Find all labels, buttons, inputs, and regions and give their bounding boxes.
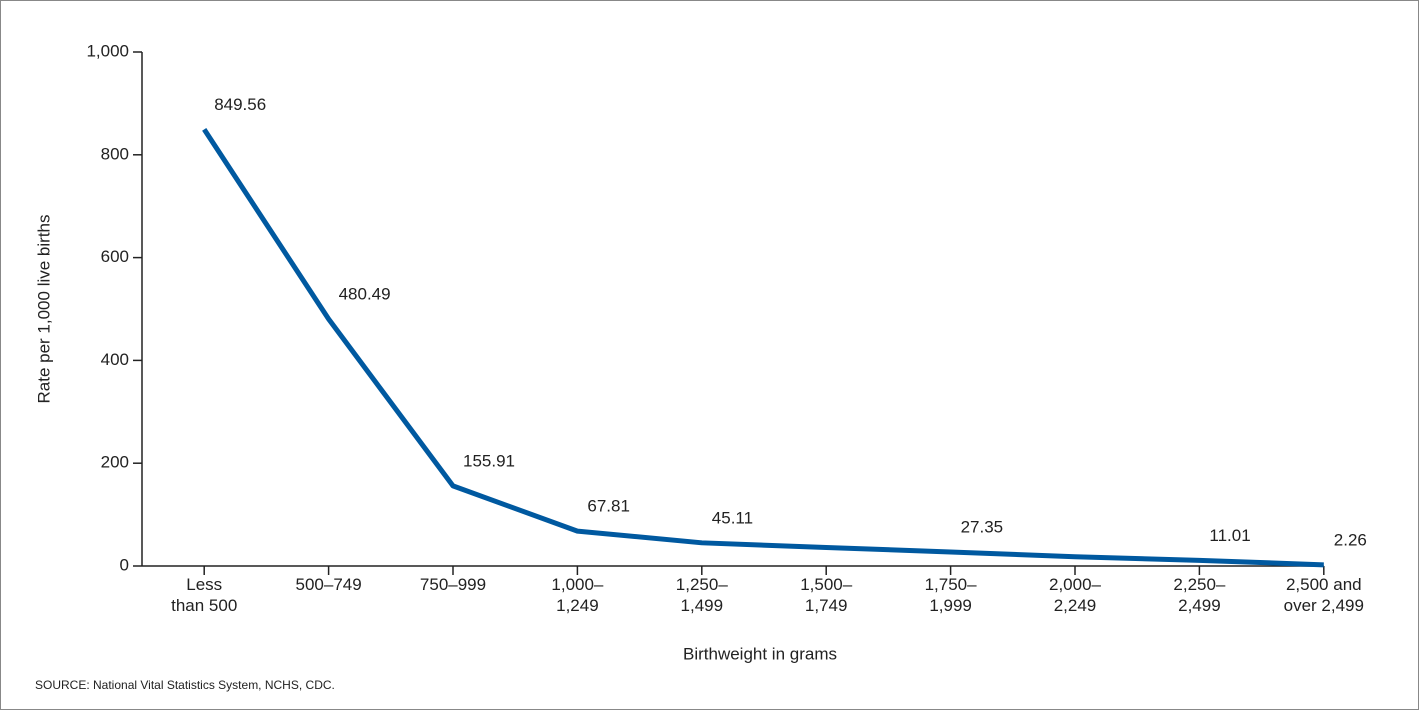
source-note: SOURCE: National Vital Statistics System… [35,678,335,692]
y-tick-label: 1,000 [86,41,129,60]
data-label: 155.91 [463,451,515,470]
data-label: 45.11 [712,508,753,527]
x-axis-label: Birthweight in grams [683,644,837,663]
x-tick-label: 1,500– 1,749 [800,575,853,615]
y-tick-label: 600 [101,247,129,266]
x-tick-label: 1,250– 1,499 [676,575,729,615]
x-tick-label: 750–999 [420,575,486,594]
y-tick-label: 200 [101,453,129,472]
data-line [202,127,1324,568]
y-tick-label: 0 [120,555,129,574]
x-tick-label: 1,000– 1,249 [551,575,604,615]
y-axis-label: Rate per 1,000 live births [34,215,53,404]
data-label: 849.56 [214,95,266,114]
y-tick-label: 800 [101,144,129,163]
data-label: 11.01 [1209,526,1250,545]
x-tick-label: 1,750– 1,999 [925,575,978,615]
x-tick-label: 2,500 and over 2,499 [1284,575,1364,615]
data-label: 27.35 [961,517,1004,536]
x-tick-label: 2,000– 2,249 [1049,575,1102,615]
data-label: 2.26 [1334,530,1367,549]
data-label: 67.81 [587,497,630,516]
x-tick-label: 500–749 [296,575,362,594]
data-label: 480.49 [339,285,391,304]
x-tick-label: Less than 500 [171,575,237,615]
x-tick-label: 2,250– 2,499 [1173,575,1226,615]
y-tick-label: 400 [101,350,129,369]
